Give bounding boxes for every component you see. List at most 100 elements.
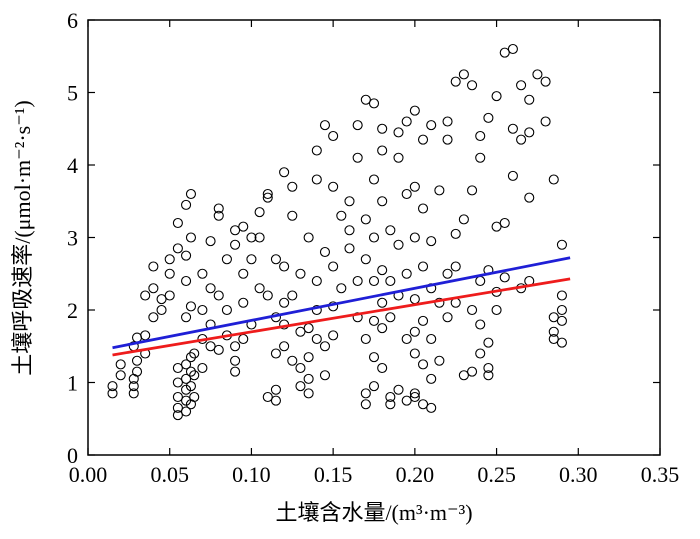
point xyxy=(344,225,355,236)
point xyxy=(450,228,461,239)
point xyxy=(417,399,429,410)
y-tick-label: 4 xyxy=(67,153,78,178)
point xyxy=(279,261,290,272)
point xyxy=(238,268,249,279)
point xyxy=(442,116,453,127)
point xyxy=(467,185,478,196)
point xyxy=(352,152,363,163)
point xyxy=(287,290,298,301)
point xyxy=(467,304,478,316)
fit-line xyxy=(112,277,571,357)
point xyxy=(131,366,143,377)
y-tick-label: 0 xyxy=(67,443,78,468)
point xyxy=(360,214,371,225)
plot-frame xyxy=(87,19,661,456)
point xyxy=(360,388,371,399)
point xyxy=(328,261,339,272)
point xyxy=(319,370,331,381)
point xyxy=(556,239,567,250)
point xyxy=(401,268,412,279)
point xyxy=(417,315,429,326)
point xyxy=(450,76,461,87)
point xyxy=(181,406,192,417)
point xyxy=(230,341,241,352)
point xyxy=(287,210,298,221)
point xyxy=(172,217,183,229)
point xyxy=(377,323,388,334)
point xyxy=(328,330,339,341)
point xyxy=(352,275,363,287)
x-tick-label: 0.15 xyxy=(314,462,353,487)
point xyxy=(164,290,175,301)
point xyxy=(303,323,314,334)
point xyxy=(181,373,192,384)
x-tick-label: 0.00 xyxy=(69,462,108,487)
point xyxy=(303,232,314,243)
y-tick-label: 6 xyxy=(67,8,78,33)
point xyxy=(524,192,535,203)
point xyxy=(246,254,257,265)
point xyxy=(385,399,396,410)
point xyxy=(540,116,551,127)
y-tick-label: 2 xyxy=(67,298,78,323)
x-axis-label: 土壤含水量/(m³·m⁻³) xyxy=(275,500,472,525)
point xyxy=(156,294,167,305)
point xyxy=(409,326,420,337)
point xyxy=(156,304,167,316)
point xyxy=(483,370,494,381)
point xyxy=(213,290,224,301)
point xyxy=(148,312,159,323)
point xyxy=(205,236,216,247)
point xyxy=(221,254,232,265)
point xyxy=(311,333,322,345)
point xyxy=(516,134,527,145)
point xyxy=(368,381,380,392)
point xyxy=(458,370,469,381)
point xyxy=(475,152,486,163)
y-tick-label: 3 xyxy=(67,226,78,251)
point xyxy=(524,94,535,105)
point xyxy=(385,275,396,287)
point xyxy=(499,272,510,283)
point xyxy=(189,391,200,403)
point xyxy=(254,232,265,243)
point xyxy=(344,243,355,254)
point xyxy=(238,221,249,232)
point xyxy=(417,261,429,272)
point xyxy=(107,381,118,392)
point xyxy=(319,341,331,352)
point xyxy=(540,76,551,87)
point xyxy=(483,112,494,123)
point xyxy=(507,123,518,134)
y-tick-label: 5 xyxy=(67,81,78,106)
point xyxy=(295,362,306,374)
point xyxy=(434,185,445,196)
x-tick-label: 0.30 xyxy=(559,462,598,487)
point xyxy=(401,116,412,127)
point xyxy=(393,239,404,250)
point xyxy=(458,69,469,80)
point xyxy=(197,304,208,316)
point xyxy=(426,120,437,131)
point xyxy=(548,326,559,337)
point xyxy=(262,192,273,203)
point xyxy=(368,174,380,185)
point xyxy=(311,145,322,156)
point xyxy=(409,388,420,399)
point xyxy=(393,384,404,395)
point xyxy=(303,373,314,384)
point xyxy=(295,268,306,279)
point xyxy=(131,332,143,343)
point xyxy=(507,170,518,181)
point xyxy=(336,210,347,221)
point xyxy=(279,167,290,178)
point xyxy=(483,362,494,374)
point xyxy=(556,337,567,348)
point xyxy=(524,127,535,138)
point xyxy=(417,134,429,145)
point xyxy=(213,344,224,355)
x-tick-label: 0.25 xyxy=(477,462,516,487)
x-tick-label: 0.10 xyxy=(232,462,271,487)
point xyxy=(172,410,183,421)
point xyxy=(238,297,249,308)
